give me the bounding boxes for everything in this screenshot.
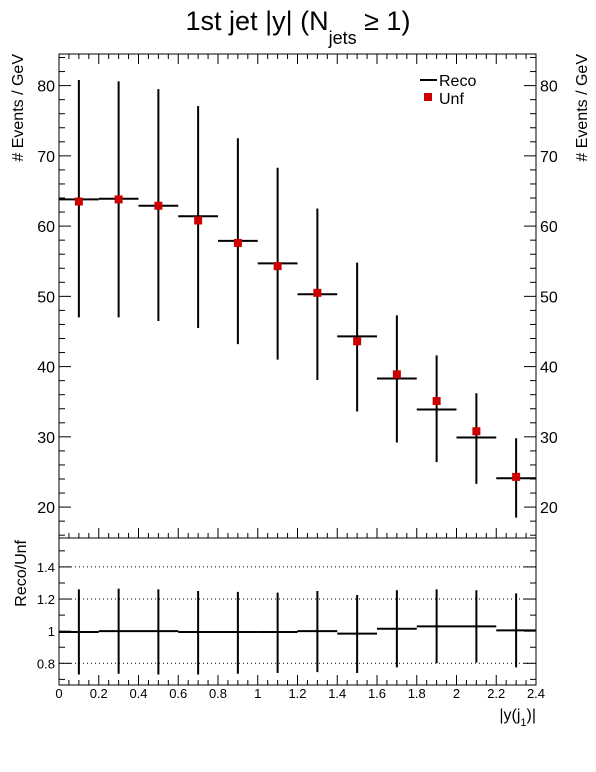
x-axis-label: |y(j1)| <box>499 707 536 729</box>
x-axis-label-main: |y(j <box>499 707 520 724</box>
main-ytick-label-left: 30 <box>37 430 55 447</box>
x-tick-label: 1.8 <box>408 686 426 701</box>
unf-marker <box>194 216 203 225</box>
main-ytick-label-left: 70 <box>37 149 55 166</box>
x-tick-label: 0.6 <box>169 686 187 701</box>
x-tick-label: 1.6 <box>368 686 386 701</box>
chart-title-sub: jets <box>328 28 357 48</box>
main-ytick-label-right: 60 <box>540 219 558 236</box>
main-ytick-label-left: 60 <box>37 219 55 236</box>
x-tick-label: 1.2 <box>288 686 306 701</box>
main-ylabel-left: # Events / GeV <box>10 54 27 162</box>
x-tick-label: 1.4 <box>328 686 346 701</box>
x-tick-label: 0.8 <box>209 686 227 701</box>
legend-unf-marker <box>424 93 432 101</box>
unf-marker <box>432 397 441 406</box>
x-tick-label: 2.2 <box>487 686 505 701</box>
ratio-ylabel: Reco/Unf <box>13 539 30 606</box>
unf-marker <box>392 370 401 379</box>
ratio-ytick-label: 1.4 <box>37 560 55 575</box>
ratio-ytick-label: 1 <box>48 624 55 639</box>
main-ytick-label-left: 50 <box>37 289 55 306</box>
ratio-ytick-label: 1.2 <box>37 592 55 607</box>
unf-marker <box>512 472 521 481</box>
x-tick-label: 2 <box>453 686 460 701</box>
unf-marker <box>233 238 242 247</box>
chart-title-main: 1st jet |y| (N <box>186 6 329 36</box>
legend-unf-label: Unf <box>439 91 464 108</box>
unf-marker <box>114 195 123 204</box>
main-panel-axes: 20 20 30 30 40 40 50 50 60 60 70 70 80 80 <box>37 54 558 538</box>
legend-box <box>416 66 520 110</box>
ratio-panel-frame <box>58 537 537 686</box>
main-ytick-label-left: 40 <box>37 360 55 377</box>
unf-marker <box>154 201 163 210</box>
unf-marker <box>313 288 322 297</box>
main-ytick-label-right: 30 <box>540 430 558 447</box>
main-ytick-label-right: 40 <box>540 360 558 377</box>
x-axis-label-sub: 1 <box>520 717 526 729</box>
ratio-panel-marks <box>59 588 536 675</box>
x-tick-label: 2.4 <box>527 686 545 701</box>
main-ytick-label-right: 80 <box>540 79 558 96</box>
main-ytick-label-right: 50 <box>540 289 558 306</box>
x-tick-label: 0 <box>55 686 62 701</box>
main-ytick-label-left: 20 <box>37 500 55 517</box>
x-tick-label: 0.4 <box>129 686 147 701</box>
ratio-ytick-label: 0.8 <box>37 656 55 671</box>
main-panel-marks <box>59 79 536 518</box>
x-tick-label: 0.2 <box>90 686 108 701</box>
main-panel-frame <box>58 53 537 539</box>
main-ytick-label-left: 80 <box>37 79 55 96</box>
chart-title-tail: ≥ 1) <box>357 6 411 36</box>
ratio-panel-axes: 0 0.2 0.4 0.6 0.8 1 1.2 1.4 1.6 1.8 2 2.2 2.4 0.8 1 1.2… <box>37 550 545 701</box>
x-tick-label: 1 <box>254 686 261 701</box>
unf-marker <box>472 427 481 436</box>
unf-marker <box>74 197 83 206</box>
legend-reco-label: Reco <box>439 73 476 90</box>
unf-marker <box>273 262 282 271</box>
unf-marker <box>353 337 362 346</box>
chart-title: 1st jet |y| (Njets ≥ 1) <box>186 6 411 48</box>
x-axis-label-tail: )| <box>527 707 536 724</box>
main-ylabel-right: # Events / GeV <box>574 54 591 162</box>
legend: Reco Unf <box>416 66 520 110</box>
main-ytick-label-right: 20 <box>540 500 558 517</box>
main-ytick-label-right: 70 <box>540 149 558 166</box>
